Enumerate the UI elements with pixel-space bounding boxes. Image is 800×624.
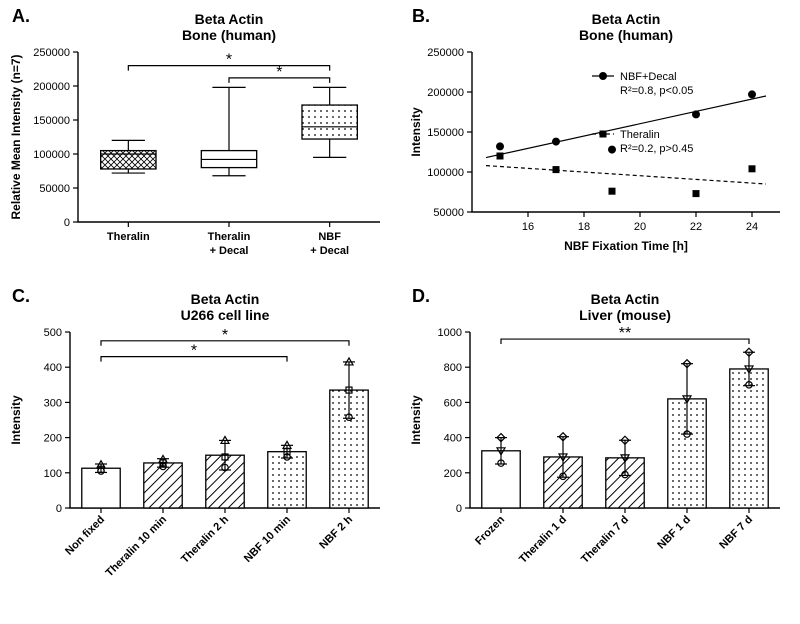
svg-text:R²=0.8, p<0.05: R²=0.8, p<0.05 — [620, 85, 693, 97]
svg-text:NBF 7 d: NBF 7 d — [717, 514, 755, 552]
svg-text:D.: D. — [412, 286, 430, 306]
panel-b-scatter: B. Beta ActinBone (human) 50000 100000 15000… — [400, 0, 800, 280]
svg-text:Theralin 10 min: Theralin 10 min — [104, 513, 170, 579]
svg-text:Intensity: Intensity — [409, 107, 423, 157]
svg-text:0: 0 — [56, 503, 62, 515]
svg-text:18: 18 — [578, 221, 590, 233]
panel-a-boxplot: A. Beta ActinBone (human) 0 50000 100000 1500… — [0, 0, 400, 280]
svg-text:Beta Actin: Beta Actin — [592, 11, 661, 27]
svg-text:NBF 1 d: NBF 1 d — [655, 514, 693, 552]
svg-text:20: 20 — [634, 221, 646, 233]
svg-text:150000: 150000 — [33, 115, 70, 127]
svg-text:Bone (human): Bone (human) — [579, 27, 673, 43]
svg-text:NBF 10 min: NBF 10 min — [242, 513, 293, 564]
svg-text:200: 200 — [44, 433, 62, 445]
svg-text:250000: 250000 — [427, 47, 464, 59]
svg-text:Intensity: Intensity — [409, 395, 423, 445]
svg-text:Theralin 2 h: Theralin 2 h — [179, 513, 231, 565]
svg-text:*: * — [222, 327, 228, 344]
svg-text:24: 24 — [746, 221, 758, 233]
svg-text:B.: B. — [412, 6, 430, 26]
panel-d-bars: D. Beta ActinLiver (mouse) 0 200 400 600 800 10… — [400, 280, 800, 624]
svg-text:Liver (mouse): Liver (mouse) — [579, 307, 671, 323]
svg-text:22: 22 — [690, 221, 702, 233]
svg-text:800: 800 — [444, 362, 462, 374]
svg-text:NBF 2 h: NBF 2 h — [317, 513, 355, 551]
svg-text:Intensity: Intensity — [9, 395, 23, 445]
svg-text:16: 16 — [522, 221, 534, 233]
svg-text:Theralin: Theralin — [107, 231, 150, 243]
svg-text:300: 300 — [44, 397, 62, 409]
svg-text:50000: 50000 — [433, 207, 464, 219]
svg-text:NBF+Decal: NBF+Decal — [620, 71, 677, 83]
svg-text:Theralin: Theralin — [620, 129, 660, 141]
svg-text:Non fixed: Non fixed — [63, 514, 107, 558]
svg-text:U266 cell line: U266 cell line — [181, 307, 270, 323]
svg-text:Beta Actin: Beta Actin — [191, 291, 260, 307]
svg-text:600: 600 — [444, 397, 462, 409]
svg-text:Theralin 1 d: Theralin 1 d — [517, 514, 569, 566]
svg-text:100000: 100000 — [33, 149, 70, 161]
svg-text:200: 200 — [444, 468, 462, 480]
svg-text:Relative Mean Intensity (n=7): Relative Mean Intensity (n=7) — [9, 54, 23, 219]
svg-text:Frozen: Frozen — [473, 513, 507, 547]
figure-page: { "panelA": { "letter": "A.", "title1": … — [0, 0, 800, 624]
svg-text:200000: 200000 — [33, 81, 70, 93]
svg-text:NBF Fixation Time [h]: NBF Fixation Time [h] — [564, 239, 688, 253]
svg-text:R²=0.2, p>0.45: R²=0.2, p>0.45 — [620, 143, 693, 155]
svg-text:100000: 100000 — [427, 167, 464, 179]
svg-text:0: 0 — [456, 503, 462, 515]
svg-text:+ Decal: + Decal — [210, 245, 249, 257]
svg-text:150000: 150000 — [427, 127, 464, 139]
svg-text:*: * — [276, 64, 282, 81]
svg-text:*: * — [226, 52, 232, 69]
svg-text:Beta Actin: Beta Actin — [195, 11, 264, 27]
svg-text:500: 500 — [44, 327, 62, 339]
svg-text:100: 100 — [44, 468, 62, 480]
svg-text:**: ** — [619, 325, 631, 342]
svg-text:A.: A. — [12, 6, 30, 26]
svg-text:NBF: NBF — [318, 231, 341, 243]
svg-text:Theralin 7 d: Theralin 7 d — [579, 514, 631, 566]
svg-text:C.: C. — [12, 286, 30, 306]
svg-text:200000: 200000 — [427, 87, 464, 99]
svg-text:Bone (human): Bone (human) — [182, 27, 276, 43]
svg-text:400: 400 — [444, 433, 462, 445]
svg-text:250000: 250000 — [33, 47, 70, 59]
svg-text:*: * — [191, 343, 197, 360]
svg-text:+ Decal: + Decal — [310, 245, 349, 257]
svg-text:Theralin: Theralin — [208, 231, 251, 243]
svg-text:Beta Actin: Beta Actin — [591, 291, 660, 307]
svg-text:50000: 50000 — [39, 183, 70, 195]
svg-text:400: 400 — [44, 362, 62, 374]
svg-text:1000: 1000 — [438, 327, 462, 339]
panel-c-bars: C. Beta ActinU266 cell line 0 100 200 300 400 5… — [0, 280, 400, 624]
svg-text:0: 0 — [64, 217, 70, 229]
